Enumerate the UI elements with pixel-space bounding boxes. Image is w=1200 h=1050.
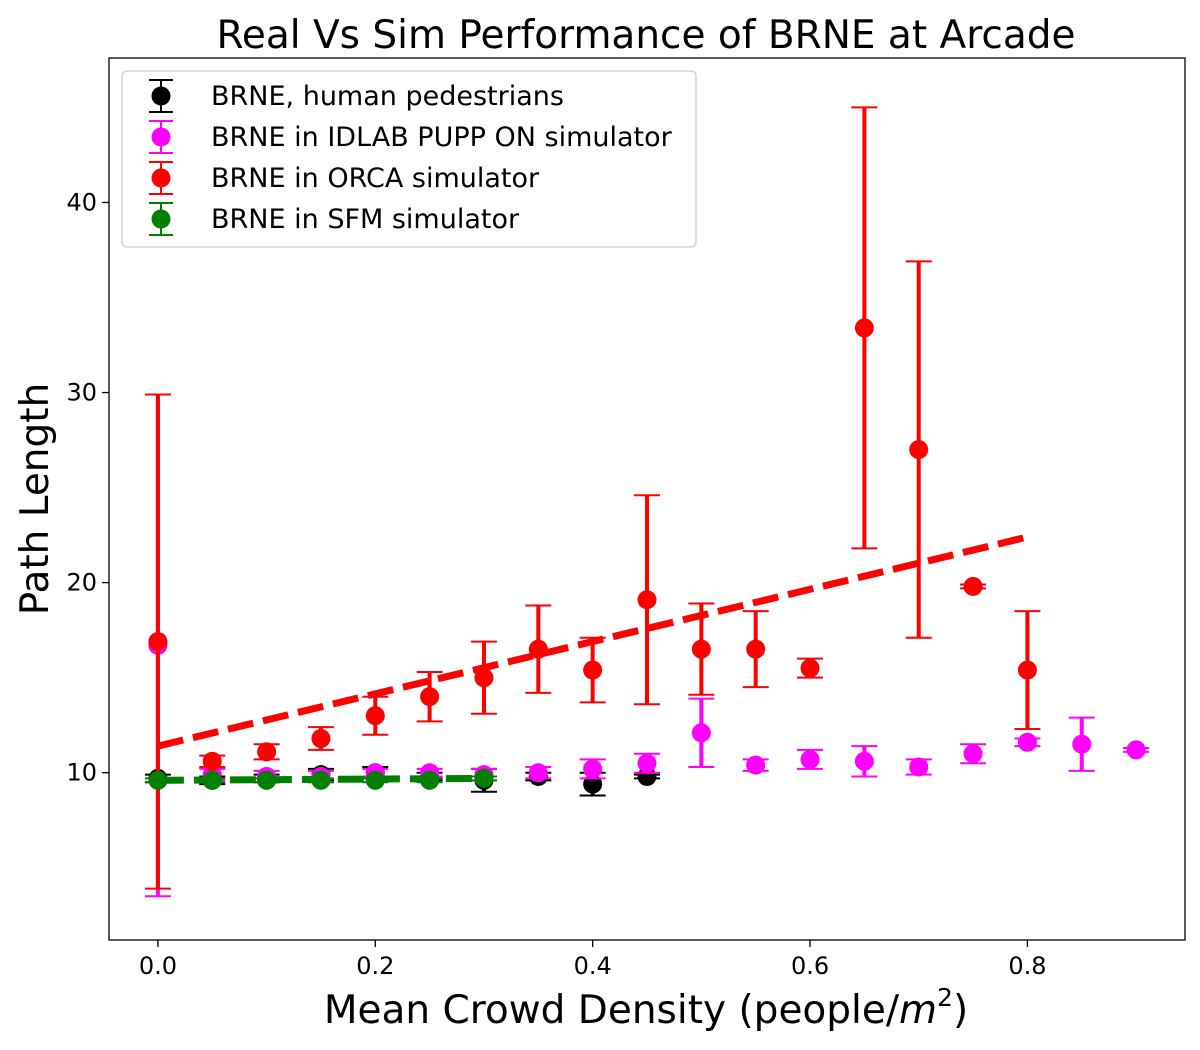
legend-marker bbox=[151, 127, 171, 147]
legend-marker bbox=[151, 86, 171, 106]
legend-label: BRNE in IDLAB PUPP ON simulator bbox=[211, 122, 673, 153]
series-3-point bbox=[474, 668, 494, 688]
x-axis-label-text: Mean Crowd Density (people/ bbox=[324, 988, 900, 1033]
y-tick-label: 40 bbox=[66, 188, 97, 216]
series-2-point bbox=[691, 723, 711, 743]
series-2-point bbox=[909, 757, 929, 777]
x-tick-label: 0.4 bbox=[574, 952, 612, 980]
x-tick-label: 0.8 bbox=[1008, 952, 1046, 980]
series-2-point bbox=[528, 763, 548, 783]
legend: BRNE, human pedestrians BRNE in IDLAB PUP… bbox=[121, 70, 697, 248]
series-3 bbox=[144, 106, 1041, 890]
legend-label: BRNE in SFM simulator bbox=[211, 204, 520, 235]
series-3-point bbox=[583, 660, 603, 680]
series-2-point bbox=[583, 759, 603, 779]
x-tick-label: 0.0 bbox=[139, 952, 177, 980]
x-axis-label: Mean Crowd Density (people/m2) bbox=[324, 983, 968, 1033]
series-2-point bbox=[1072, 734, 1092, 754]
series-2-point bbox=[1126, 740, 1146, 760]
plot-area bbox=[144, 106, 1150, 898]
series-3-point bbox=[420, 687, 440, 707]
y-tick-label: 20 bbox=[66, 569, 97, 597]
x-axis-label-unit: m bbox=[899, 988, 937, 1033]
series-3-point bbox=[691, 639, 711, 659]
series-3-point bbox=[311, 729, 331, 749]
legend-marker bbox=[151, 209, 171, 229]
series-3-point bbox=[637, 590, 657, 610]
legend-box bbox=[121, 70, 697, 248]
series-3-point bbox=[365, 706, 385, 726]
axes-frame bbox=[108, 57, 1186, 941]
y-tick-label: 10 bbox=[66, 759, 97, 787]
x-axis-label-suffix: ) bbox=[953, 988, 968, 1033]
series-4-trend-line bbox=[157, 774, 484, 784]
series-3-point bbox=[1017, 660, 1037, 680]
legend-marker bbox=[151, 168, 171, 188]
x-axis-label-exponent: 2 bbox=[937, 983, 953, 1012]
series-3-point bbox=[854, 318, 874, 338]
legend-label: BRNE, human pedestrians bbox=[211, 81, 564, 112]
series-3-point bbox=[963, 576, 983, 596]
x-tick-label: 0.2 bbox=[356, 952, 394, 980]
series-3-point bbox=[746, 639, 766, 659]
series-2-point bbox=[746, 755, 766, 775]
series-3-point bbox=[148, 632, 168, 652]
series-2-point bbox=[1017, 732, 1037, 752]
y-axis-label: Path Length bbox=[13, 383, 58, 616]
series-2-point bbox=[854, 751, 874, 771]
series-3-point bbox=[257, 742, 277, 762]
legend-label: BRNE in ORCA simulator bbox=[211, 163, 540, 194]
series-2-point bbox=[800, 749, 820, 769]
series-3-point bbox=[202, 751, 222, 771]
x-tick-label: 0.6 bbox=[791, 952, 829, 980]
chart-title: Real Vs Sim Performance of BRNE at Arcad… bbox=[217, 13, 1076, 58]
series-3-trend-line bbox=[157, 533, 1029, 750]
axis-ticks: 0.0 0.2 0.4 0.6 0.8 10 20 30 40 bbox=[66, 188, 1046, 980]
series-2-point bbox=[963, 744, 983, 764]
series-2-point bbox=[637, 753, 657, 773]
series-3-point bbox=[800, 658, 820, 678]
series-3-point bbox=[909, 440, 929, 460]
y-tick-label: 30 bbox=[66, 379, 97, 407]
